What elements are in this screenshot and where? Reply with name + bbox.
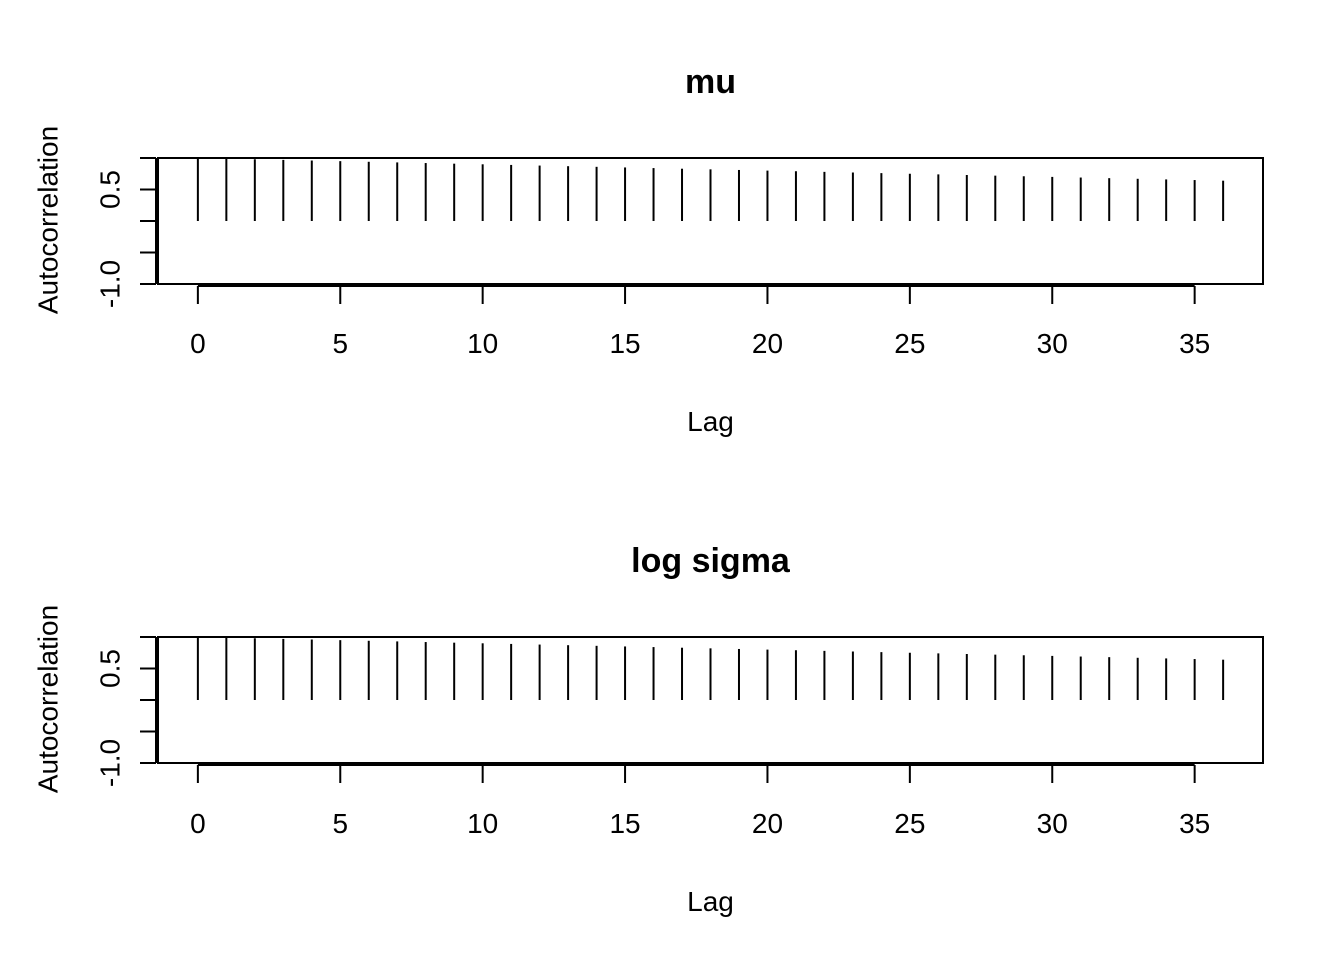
y-tick-label: -1.0 — [95, 739, 126, 787]
x-tick-label: 30 — [1037, 328, 1068, 359]
x-tick-label: 5 — [332, 808, 348, 839]
y-tick-label: 0.5 — [95, 170, 126, 209]
acf-panel-1: mu 0 5 10 15 20 25 30 35 -1.0 0.5 Lag Autocorrelatio… — [33, 63, 1264, 437]
x-tick-label: 30 — [1037, 808, 1068, 839]
x-tick-label: 0 — [190, 808, 206, 839]
x-axis-label: Lag — [687, 406, 734, 437]
x-tick-label: 35 — [1179, 328, 1210, 359]
chart-title: mu — [685, 63, 736, 101]
x-tick-label: 5 — [332, 328, 348, 359]
x-tick-label: 15 — [609, 808, 640, 839]
x-tick-label: 15 — [609, 328, 640, 359]
plot-frame — [157, 636, 1264, 764]
acf-panel-2: log sigma 0 5 10 15 20 25 30 35 -1.0 0.5 Lag Autocor… — [33, 542, 1264, 917]
x-tick-label: 10 — [467, 328, 498, 359]
x-tick-label: 10 — [467, 808, 498, 839]
y-tick-label: -1.0 — [95, 260, 126, 308]
plot-frame — [157, 157, 1264, 285]
x-tick-label: 25 — [894, 808, 925, 839]
x-axis-label: Lag — [687, 886, 734, 917]
x-tick-label: 35 — [1179, 808, 1210, 839]
y-tick-label: 0.5 — [95, 649, 126, 688]
x-tick-label: 25 — [894, 328, 925, 359]
chart-title: log sigma — [631, 542, 791, 580]
x-tick-label: 0 — [190, 328, 206, 359]
y-axis-label: Autocorrelation — [33, 605, 64, 793]
x-tick-label: 20 — [752, 808, 783, 839]
y-axis-label: Autocorrelation — [33, 126, 64, 314]
x-tick-label: 20 — [752, 328, 783, 359]
